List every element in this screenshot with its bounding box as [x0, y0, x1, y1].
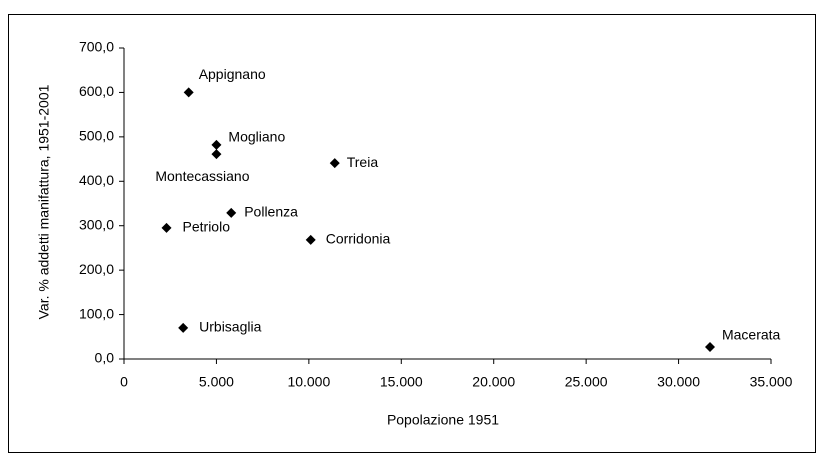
y-tick-label: 200,0: [79, 261, 114, 277]
point-label: Treia: [347, 154, 379, 170]
x-axis-label: Popolazione 1951: [387, 412, 499, 428]
point-label: Appignano: [199, 66, 266, 82]
point-label: Mogliano: [228, 129, 285, 145]
x-tick-label: 30.000: [657, 374, 700, 390]
point: [329, 158, 340, 169]
chart-frame: [8, 14, 816, 453]
point-label: Petriolo: [183, 219, 231, 235]
x-tick-label: 0: [120, 374, 128, 390]
y-tick-label: 500,0: [79, 128, 114, 144]
point-label: Macerata: [722, 327, 781, 343]
point: [704, 342, 715, 353]
y-tick-label: 0,0: [95, 350, 115, 366]
point: [161, 222, 172, 233]
point: [183, 87, 194, 98]
x-tick-label: 20.000: [472, 374, 515, 390]
x-tick-label: 15.000: [380, 374, 423, 390]
y-axis-label: Var. % addetti manifattura, 1951-2001: [36, 84, 52, 319]
point: [226, 207, 237, 218]
x-tick-label: 10.000: [287, 374, 330, 390]
y-tick-label: 600,0: [79, 83, 114, 99]
point-label: Montecassiano: [155, 168, 249, 184]
point: [211, 139, 222, 150]
x-tick-label: 35.000: [750, 374, 793, 390]
point: [211, 149, 222, 160]
point: [305, 234, 316, 245]
y-tick-label: 300,0: [79, 216, 114, 232]
point-label: Corridonia: [326, 231, 391, 247]
point-label: Pollenza: [244, 204, 298, 220]
x-tick-label: 25.000: [565, 374, 608, 390]
point: [178, 322, 189, 333]
point-label: Urbisaglia: [199, 319, 261, 335]
y-tick-label: 700,0: [79, 39, 114, 55]
y-tick-label: 100,0: [79, 305, 114, 321]
y-tick-label: 400,0: [79, 172, 114, 188]
x-tick-label: 5.000: [199, 374, 234, 390]
